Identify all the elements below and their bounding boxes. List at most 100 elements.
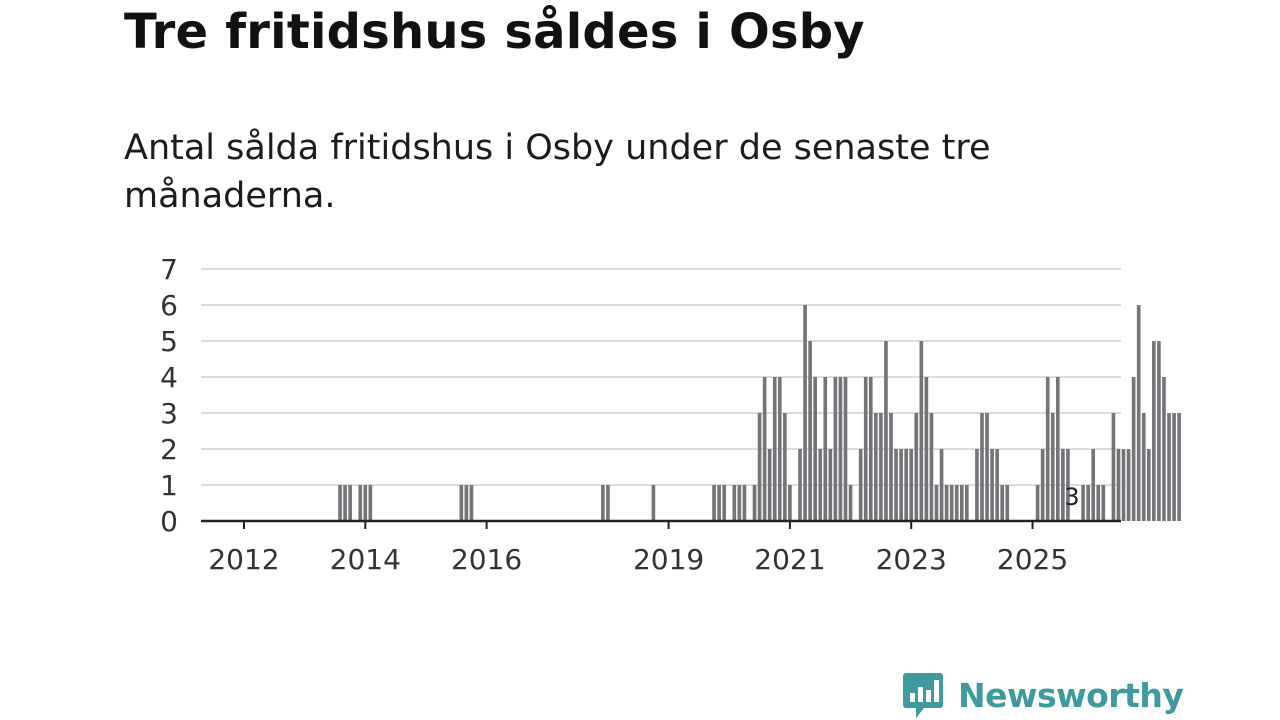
bar <box>798 449 802 521</box>
brand-name: Newsworthy <box>958 675 1184 715</box>
bar <box>868 377 873 521</box>
bar <box>1146 449 1151 521</box>
bar <box>904 449 908 521</box>
bar <box>1167 413 1171 521</box>
bar <box>783 413 787 521</box>
bar <box>914 413 919 521</box>
bar <box>717 485 721 521</box>
bar <box>1116 449 1121 521</box>
bar <box>990 449 994 521</box>
bar <box>975 449 979 521</box>
bar <box>1141 413 1146 521</box>
bar <box>606 485 610 521</box>
y-tick-label: 0 <box>160 505 178 538</box>
bar <box>833 377 838 521</box>
bar <box>343 485 347 521</box>
bar <box>1040 449 1045 521</box>
bar <box>464 485 469 521</box>
bar <box>1126 449 1131 521</box>
bar <box>879 413 883 521</box>
bar <box>737 485 742 521</box>
bar <box>767 449 772 521</box>
bar <box>964 485 969 521</box>
bar <box>1136 305 1141 521</box>
bar <box>919 341 924 521</box>
newsworthy-brand[interactable]: Newsworthy <box>902 670 1184 720</box>
x-tick-label: 2012 <box>208 543 279 576</box>
bar <box>788 485 792 521</box>
bar <box>995 449 999 521</box>
x-tick-label: 2016 <box>451 543 522 576</box>
bar <box>889 413 893 521</box>
x-tick-label: 2023 <box>876 543 947 576</box>
y-tick-label: 3 <box>160 397 178 430</box>
bar <box>818 449 823 521</box>
bar <box>1096 485 1101 521</box>
value-label: 3 <box>1064 483 1079 511</box>
bar <box>742 485 747 521</box>
bar <box>1035 485 1040 521</box>
bar <box>808 341 812 521</box>
bar <box>848 485 853 521</box>
bar <box>909 449 914 521</box>
bar <box>601 485 605 521</box>
x-tick-label: 2014 <box>330 543 401 576</box>
bar <box>863 377 868 521</box>
bar <box>843 377 848 521</box>
bar <box>985 413 989 521</box>
bar <box>874 413 878 521</box>
bar <box>358 485 363 521</box>
bar <box>1152 341 1156 521</box>
bar <box>732 485 737 521</box>
bar <box>469 485 474 521</box>
y-tick-label: 6 <box>160 289 178 322</box>
bar <box>929 413 934 521</box>
bar <box>1111 413 1116 521</box>
bar <box>1045 377 1050 521</box>
y-tick-label: 2 <box>160 433 178 466</box>
y-tick-label: 5 <box>160 325 178 358</box>
bar <box>934 485 939 521</box>
bar <box>894 449 898 521</box>
bar <box>924 377 929 521</box>
bar <box>1066 449 1070 521</box>
bar <box>899 449 903 521</box>
bar <box>651 485 656 521</box>
bar <box>363 485 368 521</box>
bar <box>1157 341 1161 521</box>
bar <box>1086 485 1090 521</box>
bar <box>838 377 843 521</box>
chart-subtitle: Antal sålda fritidshus i Osby under de s… <box>124 128 991 216</box>
x-tick-label: 2025 <box>997 543 1068 576</box>
bar <box>1055 377 1060 521</box>
bar <box>752 485 757 521</box>
bar <box>980 413 984 521</box>
bar <box>959 485 964 521</box>
bar <box>338 485 342 521</box>
bar <box>1005 485 1010 521</box>
bar <box>1091 449 1096 521</box>
y-tick-label: 4 <box>160 361 178 394</box>
bar <box>1050 413 1055 521</box>
bar <box>757 413 762 521</box>
bar <box>949 485 954 521</box>
bar <box>813 377 818 521</box>
bar <box>939 449 944 521</box>
bar <box>1121 449 1126 521</box>
bar <box>944 485 949 521</box>
bar <box>1177 413 1181 521</box>
bar <box>1101 485 1106 521</box>
y-tick-label: 7 <box>160 253 178 286</box>
bar <box>1131 377 1136 521</box>
bar <box>762 377 767 521</box>
bar <box>772 377 777 521</box>
bar <box>1172 413 1176 521</box>
bar <box>1061 449 1065 521</box>
bar <box>884 341 888 521</box>
y-tick-label: 1 <box>160 469 178 502</box>
x-tick-label: 2021 <box>754 543 825 576</box>
bar <box>1081 485 1085 521</box>
chart-bubble-icon <box>903 673 943 718</box>
bar <box>777 377 782 521</box>
